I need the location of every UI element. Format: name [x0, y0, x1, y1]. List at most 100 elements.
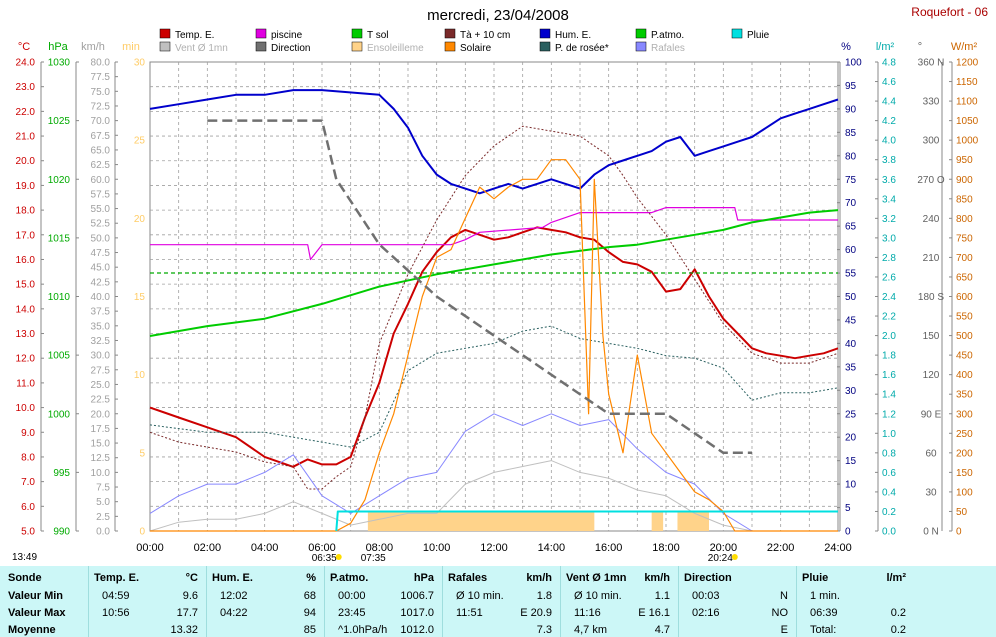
- tick-label-press: 1025: [48, 116, 71, 127]
- stats-cell-value: 0.2: [890, 624, 906, 636]
- legend-item: Ensoleilleme: [351, 41, 424, 54]
- tick-label-hum: 10: [845, 480, 857, 491]
- tick-label-hum: 85: [845, 128, 857, 139]
- tick-label-temp: 19.0: [16, 181, 36, 192]
- tick-label-hum: 55: [845, 269, 857, 280]
- tick-label-dir: 120: [923, 370, 940, 381]
- legend-item: Pluie: [731, 28, 770, 41]
- tick-label-wind: 67.5: [91, 131, 111, 142]
- tick-label-rain: 2.8: [882, 253, 896, 264]
- legend-label: T sol: [367, 30, 389, 41]
- tick-label-rain: 4.8: [882, 58, 896, 69]
- stats-unit: km/h: [644, 572, 670, 584]
- tick-label-solar: 150: [956, 468, 973, 479]
- sun-dot: [731, 554, 738, 560]
- stats-unit: °C: [185, 572, 198, 584]
- tick-label-solar: 900: [956, 175, 973, 186]
- tick-label-dir: 360 N: [918, 58, 945, 69]
- stats-header: Vent Ø 1mn: [566, 572, 627, 584]
- tick-label-solar: 600: [956, 292, 973, 303]
- legend-swatch: [351, 41, 363, 52]
- tick-label-wind: 20.0: [91, 409, 111, 420]
- stats-cell-time: 04:59: [102, 590, 130, 602]
- tick-label-rain: 1.2: [882, 409, 896, 420]
- stats-cell-time: 11:51: [456, 607, 483, 619]
- series-line: [149, 413, 838, 532]
- tick-label-rain: 4.6: [882, 77, 896, 88]
- tick-label-wind: 70.0: [91, 116, 111, 127]
- tick-label-hum: 50: [845, 292, 857, 303]
- tick-label-solar: 750: [956, 233, 973, 244]
- tick-label-temp: 5.0: [21, 527, 35, 538]
- tick-label-press: 1000: [48, 409, 71, 420]
- legend-item: Temp. E.: [159, 28, 214, 41]
- axis-unit-press: hPa: [48, 41, 68, 53]
- series-line: [335, 510, 838, 532]
- tick-label-wind: 32.5: [91, 336, 111, 347]
- stats-cell-value: 0.2: [890, 607, 906, 619]
- tick-label-solar: 850: [956, 194, 973, 205]
- tick-label-wind: 77.5: [91, 72, 111, 83]
- stats-unit: %: [306, 572, 316, 584]
- tick-label-solar: 950: [956, 155, 973, 166]
- tick-label-hum: 25: [845, 409, 857, 420]
- tick-label-rain: 3.6: [882, 175, 896, 186]
- stats-cell-value: NO: [771, 607, 789, 619]
- tick-label-temp: 6.0: [21, 502, 35, 513]
- stats-divider: [560, 566, 561, 637]
- marker-sunrise: 06:35: [312, 553, 337, 564]
- tick-label-rain: 2.0: [882, 331, 896, 342]
- series-line: [150, 159, 838, 532]
- tick-label-wind: 50.0: [91, 233, 111, 244]
- legend-label: piscine: [271, 30, 303, 41]
- series-line: [149, 209, 839, 337]
- axis-unit-rain: l/m²: [876, 41, 895, 53]
- tick-label-wind: 57.5: [91, 189, 111, 200]
- tick-label-hum: 45: [845, 315, 857, 326]
- tick-label-time: 02:00: [194, 542, 222, 554]
- tick-label-wind: 15.0: [91, 439, 111, 450]
- plot-area: [149, 89, 839, 532]
- stats-cell-time: 11:16: [574, 607, 601, 619]
- stats-table: Sonde Valeur Min Valeur Max Moyenne Temp. E.…: [0, 566, 996, 637]
- tick-label-press: 1030: [48, 58, 71, 69]
- tick-label-wind: 60.0: [91, 175, 111, 186]
- tick-label-solar: 350: [956, 390, 973, 401]
- tick-label-wind: 65.0: [91, 145, 111, 156]
- stats-divider: [678, 566, 679, 637]
- stats-cell-time: 23:45: [338, 607, 366, 619]
- stats-cell-time: Ø 10 min.: [574, 590, 622, 602]
- tick-label-time: 08:00: [366, 542, 394, 554]
- tick-label-press: 1020: [48, 175, 71, 186]
- tick-label-sun: 15: [134, 292, 146, 303]
- tick-label-press: 1005: [48, 351, 71, 362]
- marker-sunrise2: 07:35: [361, 553, 386, 564]
- stats-cell-value: 1017.0: [400, 607, 434, 619]
- stats-cell-time: 06:39: [810, 607, 838, 619]
- tick-label-time: 12:00: [480, 542, 508, 554]
- legend-label: Ensoleilleme: [367, 43, 424, 54]
- tick-label-time: 20:00: [710, 542, 738, 554]
- legend-swatch: [351, 28, 363, 39]
- tick-label-hum: 80: [845, 151, 857, 162]
- tick-label-temp: 21.0: [16, 132, 36, 143]
- tick-label-wind: 62.5: [91, 160, 111, 171]
- sun-dot: [335, 554, 342, 560]
- tick-label-solar: 50: [956, 507, 968, 518]
- legend-label: Rafales: [651, 43, 685, 54]
- tick-label-temp: 7.0: [21, 477, 35, 488]
- legend-swatch: [635, 41, 647, 52]
- tick-label-rain: 0.6: [882, 468, 896, 479]
- tick-label-wind: 80.0: [91, 58, 111, 69]
- stats-cell-value: E 16.1: [638, 607, 670, 619]
- legend-label: Temp. E.: [175, 30, 214, 41]
- tick-label-time: 16:00: [595, 542, 623, 554]
- tick-label-sun: 25: [134, 136, 146, 147]
- stats-cell-value: 1.1: [654, 590, 670, 602]
- tick-label-wind: 12.5: [91, 453, 111, 464]
- tick-label-time: 00:00: [136, 542, 164, 554]
- tick-label-solar: 400: [956, 370, 973, 381]
- stats-cell-time: 02:16: [692, 607, 720, 619]
- legend-swatch: [635, 28, 647, 39]
- stats-cell-time: 00:03: [692, 590, 720, 602]
